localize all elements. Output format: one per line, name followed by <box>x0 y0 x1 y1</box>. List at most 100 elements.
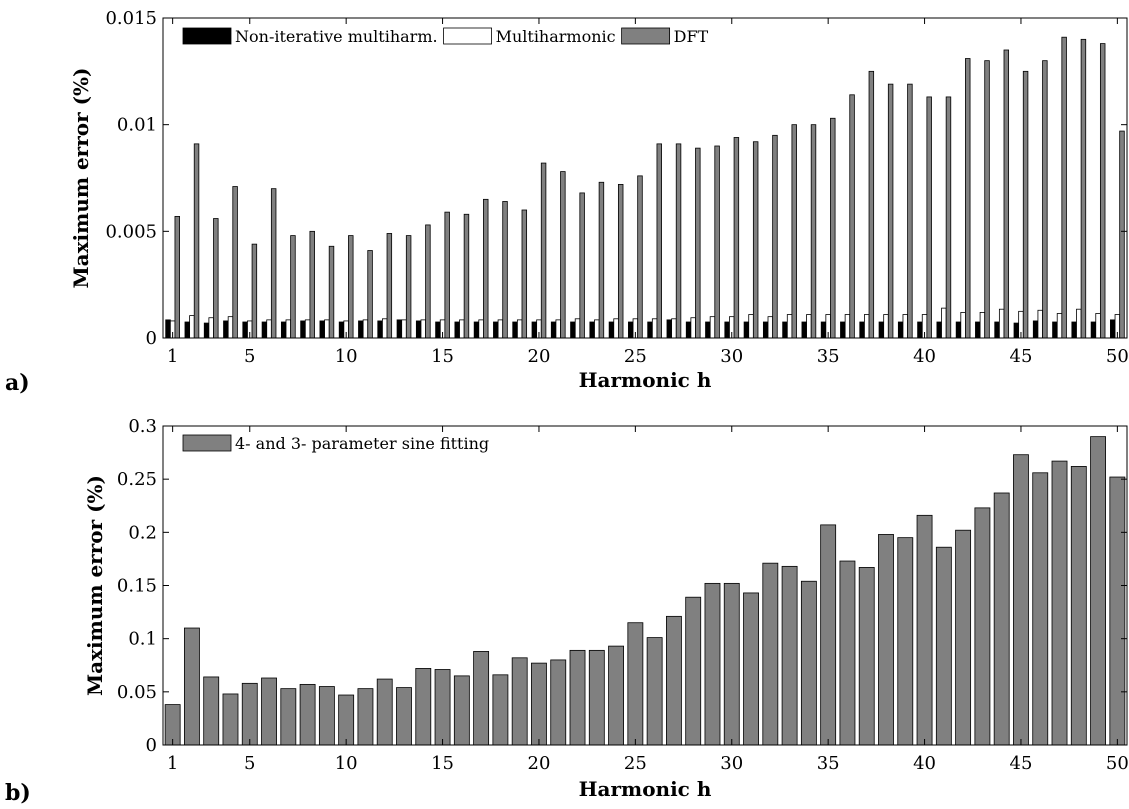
bar <box>858 567 875 746</box>
bar <box>242 321 248 339</box>
bar <box>493 321 499 339</box>
bar <box>338 321 345 339</box>
bar <box>868 70 875 339</box>
bar <box>1051 460 1068 746</box>
bar <box>984 60 990 339</box>
bar <box>666 319 673 339</box>
bar <box>348 235 354 339</box>
bar <box>965 58 971 339</box>
series-dft <box>174 36 1125 339</box>
legend-label: Non-iterative multiharm. <box>235 27 438 46</box>
bar <box>1080 38 1087 339</box>
bar <box>723 582 740 746</box>
bar <box>183 627 200 746</box>
bar <box>425 224 431 339</box>
bar <box>801 321 807 339</box>
bar <box>960 311 966 339</box>
bar <box>752 141 759 339</box>
legend-label: DFT <box>674 27 709 46</box>
bar <box>791 124 797 339</box>
bar <box>415 668 432 746</box>
bar <box>290 235 296 339</box>
bar <box>251 243 258 339</box>
bar <box>627 622 644 746</box>
y-tick-label: 0.1 <box>128 629 157 650</box>
panel-label: a) <box>5 370 30 396</box>
bar <box>280 688 297 746</box>
x-tick-label: 50 <box>1106 753 1129 774</box>
bar <box>241 682 258 746</box>
bar <box>705 321 711 339</box>
bar <box>266 319 272 339</box>
chart-panel-a: 1 5 10 15 20 25 30 35 40 45 5000.0050.010.015Harmo… <box>5 8 1129 396</box>
bar <box>907 83 913 339</box>
bar <box>463 213 470 339</box>
bar <box>203 676 220 746</box>
bar <box>574 318 581 339</box>
bar <box>319 320 325 339</box>
x-tick-label: 30 <box>720 753 743 774</box>
bar <box>998 308 1005 339</box>
bar <box>1095 313 1101 339</box>
bar <box>994 321 1000 339</box>
bar <box>666 615 682 746</box>
bar <box>859 321 865 339</box>
bar <box>165 319 171 339</box>
bar <box>386 233 393 339</box>
bar <box>516 319 523 339</box>
bar <box>550 659 567 746</box>
x-tick-label: 25 <box>624 346 647 367</box>
bar <box>709 316 716 339</box>
x-tick-label: 25 <box>624 753 647 774</box>
bar <box>762 562 779 746</box>
bar <box>1003 49 1010 339</box>
bar <box>377 320 383 339</box>
bar <box>1022 70 1029 339</box>
bar <box>473 321 480 339</box>
bar <box>993 492 1010 746</box>
bar <box>405 235 412 339</box>
bar <box>955 529 972 746</box>
bar <box>1032 472 1049 746</box>
bar <box>328 245 335 339</box>
bar <box>184 321 191 339</box>
bar <box>511 657 528 746</box>
bar <box>883 314 889 339</box>
y-axis-label: Maximum error (%) <box>83 475 107 696</box>
legend-label: Multiharmonic <box>496 27 616 46</box>
bar <box>637 175 643 339</box>
bar <box>878 321 885 339</box>
bar <box>767 316 774 339</box>
series-4-and-3-parameter-sine-fitting <box>164 436 1126 746</box>
bar <box>358 320 364 339</box>
bar <box>897 537 914 746</box>
bar <box>820 321 827 339</box>
bar <box>324 319 330 339</box>
bar <box>1037 309 1043 339</box>
bar <box>261 321 268 339</box>
plot-frame <box>162 17 1128 339</box>
x-tick-label: 40 <box>913 753 936 774</box>
bar <box>415 320 422 339</box>
bar <box>579 192 585 339</box>
bar <box>902 314 908 339</box>
bar <box>232 186 238 339</box>
x-tick-label: 20 <box>528 753 551 774</box>
bar <box>478 319 484 339</box>
bar <box>401 319 407 339</box>
bar <box>531 321 538 339</box>
bar <box>285 319 292 339</box>
bar <box>382 318 388 339</box>
x-tick-label: 35 <box>817 346 840 367</box>
bar <box>357 688 374 746</box>
bar <box>1090 321 1097 339</box>
bar <box>651 318 658 339</box>
bar <box>941 307 947 339</box>
bar <box>671 318 677 339</box>
x-tick-label: 10 <box>335 753 358 774</box>
x-tick-label: 1 <box>167 346 178 367</box>
bar <box>367 250 373 339</box>
bar <box>617 183 624 339</box>
bar <box>1013 322 1020 339</box>
bar <box>453 675 470 746</box>
